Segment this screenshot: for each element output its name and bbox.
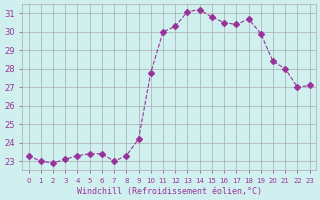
X-axis label: Windchill (Refroidissement éolien,°C): Windchill (Refroidissement éolien,°C)	[76, 187, 262, 196]
